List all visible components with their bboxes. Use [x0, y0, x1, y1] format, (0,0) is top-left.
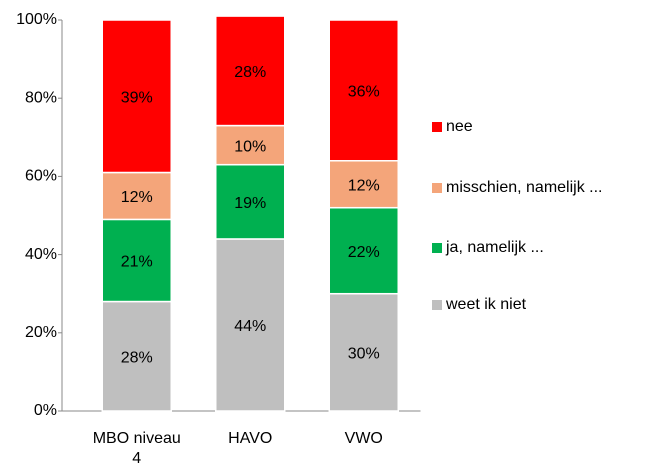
y-tick-label: 100% [16, 11, 57, 28]
data-label: 21% [121, 254, 153, 271]
legend-label: nee [446, 118, 473, 135]
y-tick-label: 0% [34, 402, 57, 419]
x-tick-label: VWO [344, 430, 383, 447]
data-label: 28% [121, 349, 153, 366]
y-tick-label: 20% [25, 324, 57, 341]
bar-segment [328, 19, 399, 162]
data-label: 10% [234, 138, 266, 155]
data-label: 22% [348, 244, 380, 261]
legend-swatch [432, 243, 442, 253]
data-label: 30% [348, 346, 380, 363]
legend-label: weet ik niet [445, 296, 527, 313]
data-label: 12% [348, 177, 380, 194]
bar-segment [101, 171, 172, 221]
legend-swatch [432, 300, 442, 310]
y-tick-label: 40% [25, 246, 57, 263]
data-label: 36% [348, 84, 380, 101]
data-label: 28% [234, 64, 266, 81]
x-tick-label: HAVO [228, 430, 273, 447]
bar-segment [215, 15, 286, 127]
data-label: 39% [121, 89, 153, 106]
data-label: 44% [234, 318, 266, 335]
bar-segment [328, 292, 399, 412]
legend-swatch [432, 183, 442, 193]
legend-label: ja, namelijk ... [445, 239, 544, 256]
legend-swatch [432, 122, 442, 132]
x-tick-label: MBO niveau 4 [92, 430, 181, 467]
bar-segment [328, 206, 399, 295]
data-label: 12% [121, 189, 153, 206]
y-tick-label: 60% [25, 168, 57, 185]
y-tick-label: 80% [25, 89, 57, 106]
bar-segment [328, 160, 399, 209]
legend-label: misschien, namelijk ... [446, 179, 603, 196]
bar-segment [215, 238, 286, 412]
bar-segment [101, 300, 172, 412]
data-label: 19% [234, 195, 266, 212]
bar-segment [101, 218, 172, 303]
bar-segment [101, 19, 172, 174]
